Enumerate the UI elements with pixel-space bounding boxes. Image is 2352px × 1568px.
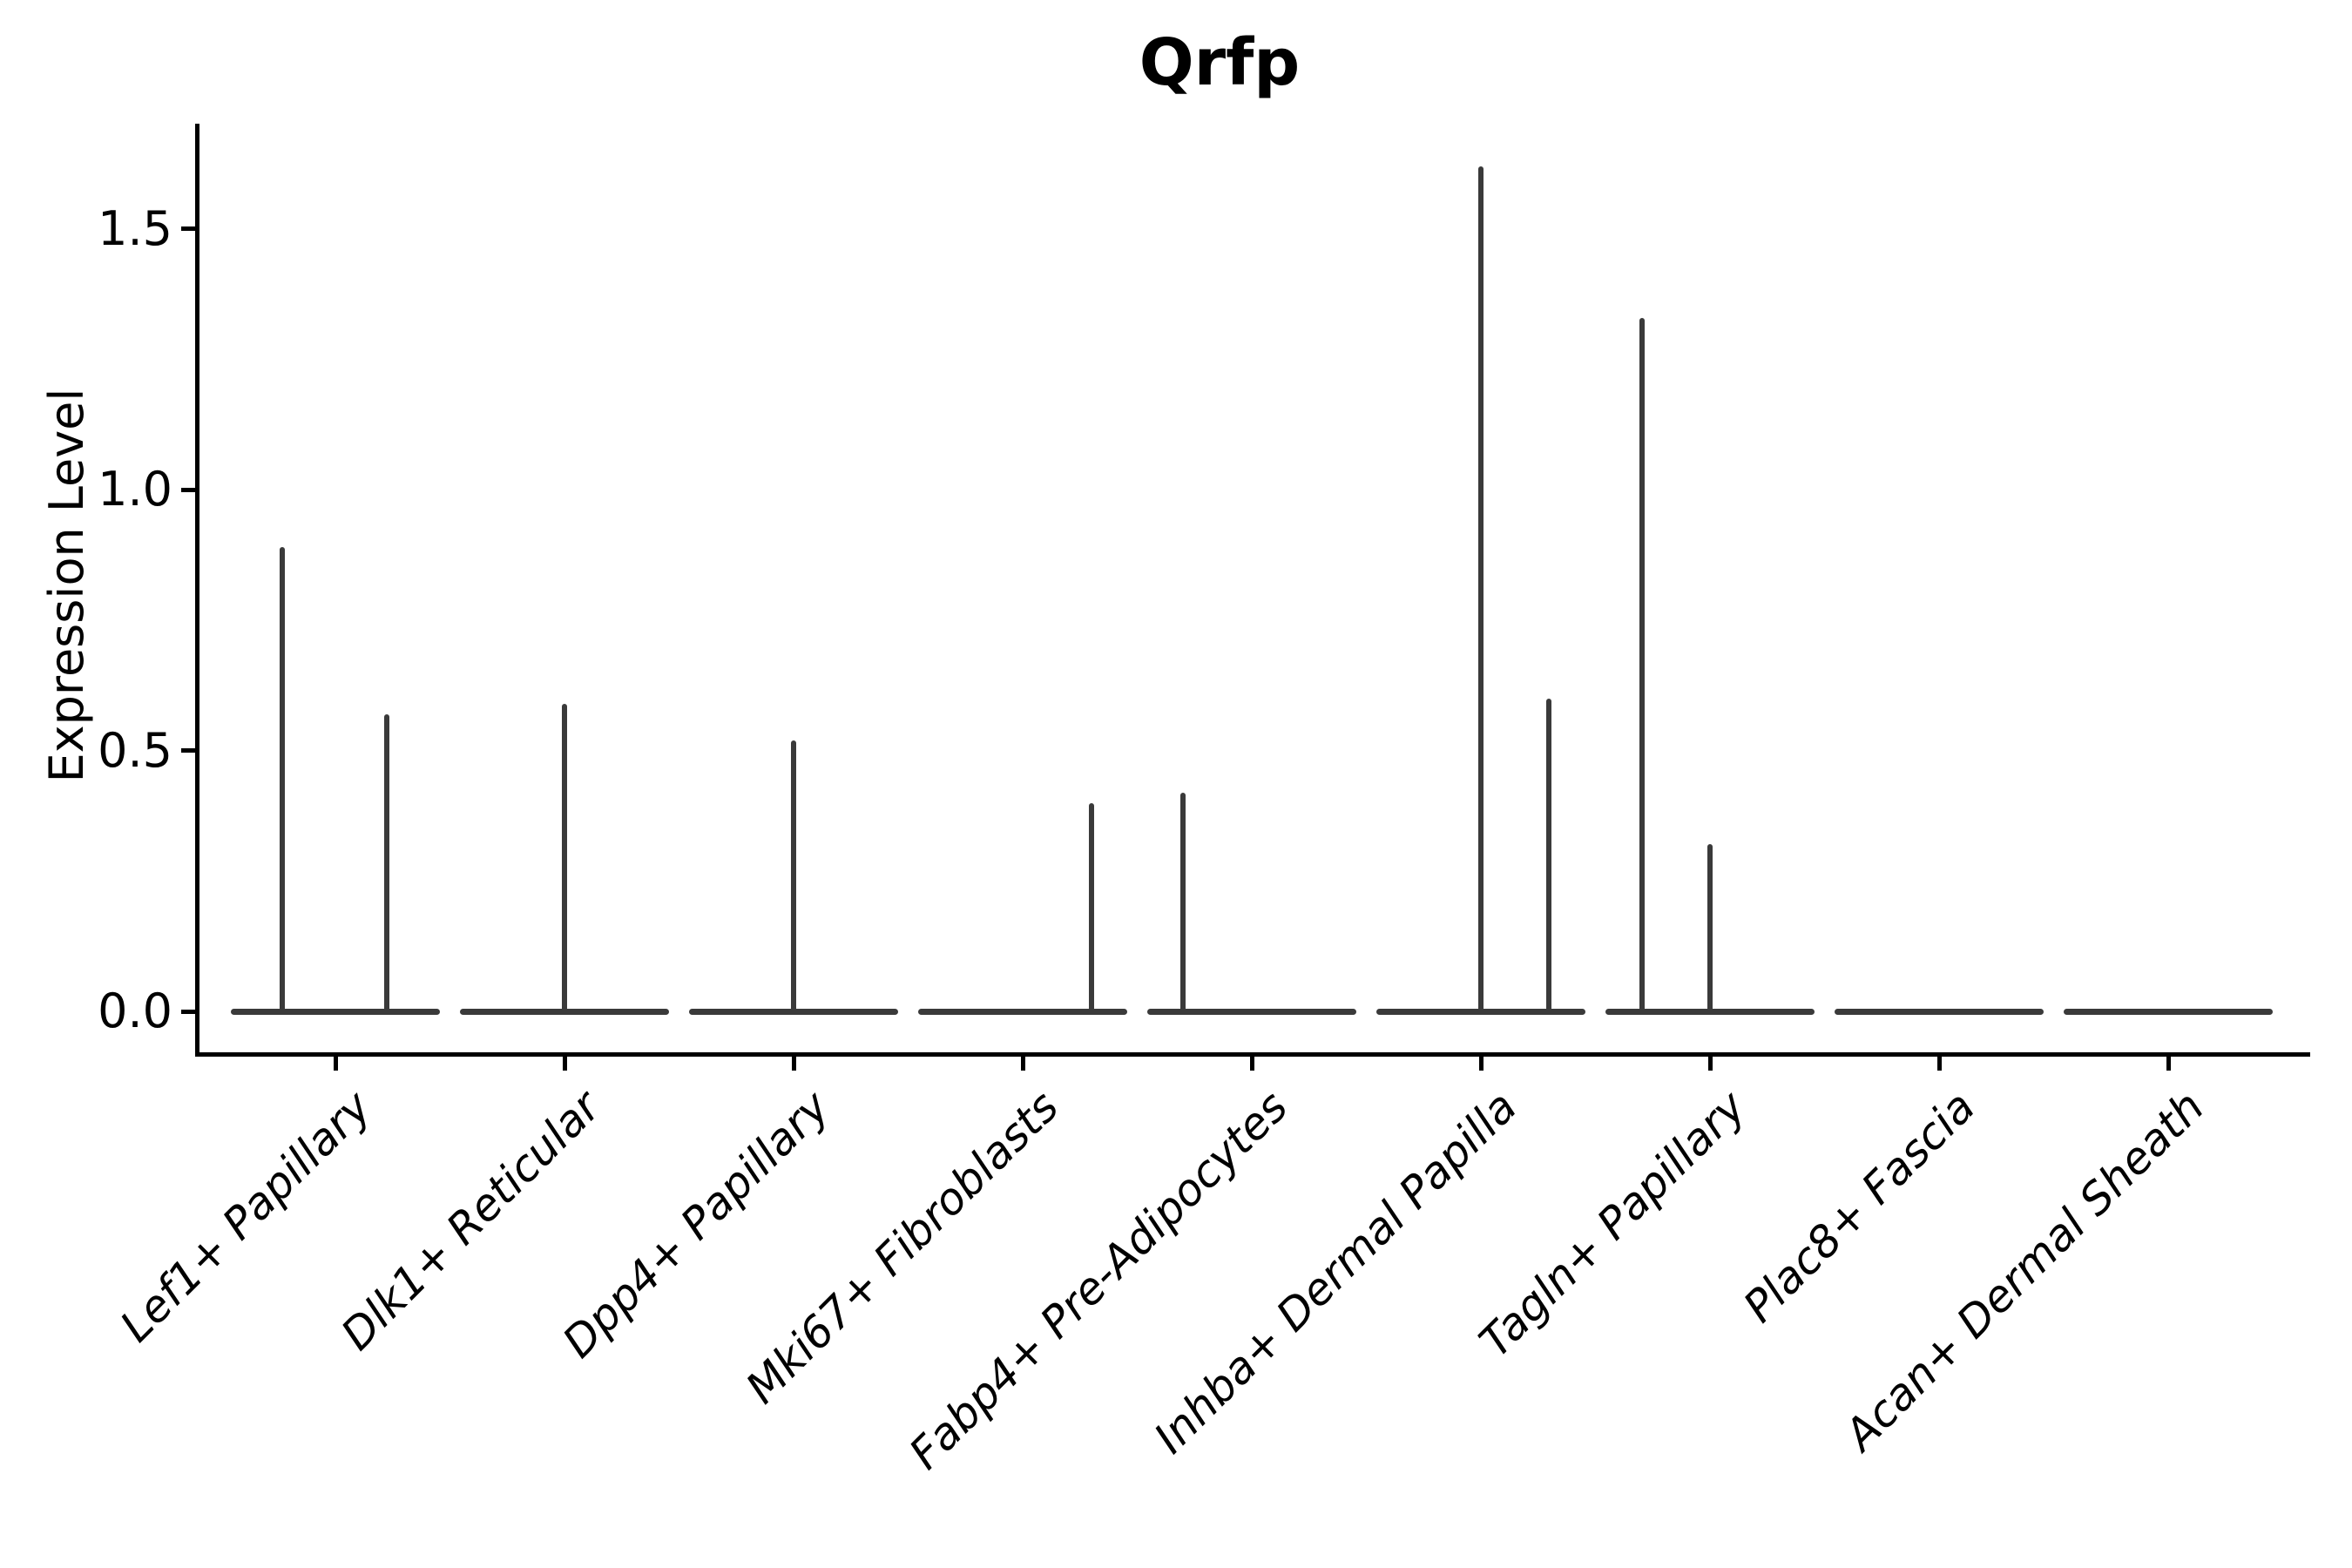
x-tick-label: Lef1+ Papillary xyxy=(111,1081,382,1352)
x-tick-label: Inhba+ Dermal Papilla xyxy=(1144,1081,1527,1463)
chart-title: Qrfp xyxy=(1139,25,1301,100)
violin-baseline xyxy=(1147,1008,1356,1015)
violin-baseline xyxy=(231,1008,440,1015)
x-tick xyxy=(1020,1057,1025,1071)
violin-spike xyxy=(280,547,285,1015)
x-tick-label: Dpp4+ Papillary xyxy=(552,1081,840,1368)
y-tick xyxy=(181,748,195,754)
x-tick xyxy=(791,1057,796,1071)
x-tick-label: Dlk1+ Reticular xyxy=(331,1081,611,1361)
x-tick-label: Fabp4+ Pre-Adipocytes xyxy=(899,1081,1298,1479)
x-tick xyxy=(333,1057,338,1071)
violin-baseline xyxy=(918,1008,1127,1015)
violin-spike xyxy=(791,740,796,1015)
y-tick-label: 0.5 xyxy=(98,722,172,778)
violin-spike xyxy=(384,713,389,1015)
y-tick-label: 1.0 xyxy=(98,462,172,517)
violin-spike xyxy=(1478,166,1484,1015)
x-tick-label: Mki67+ Fibroblasts xyxy=(736,1081,1069,1414)
x-tick xyxy=(562,1057,567,1071)
y-tick-label: 0.0 xyxy=(98,983,172,1038)
x-tick xyxy=(1707,1057,1713,1071)
violin-baseline xyxy=(1835,1008,2044,1015)
y-tick xyxy=(181,226,195,232)
x-tick-label: Tagln+ Papillary xyxy=(1470,1081,1756,1368)
violin-spike xyxy=(1639,317,1645,1015)
violin-spike xyxy=(1180,792,1186,1015)
violin-baseline xyxy=(2064,1008,2273,1015)
y-tick xyxy=(181,1009,195,1014)
x-tick-label: Acan+ Dermal Sheath xyxy=(1835,1081,2214,1461)
x-tick-label: Plac8+ Fascia xyxy=(1734,1081,1985,1333)
y-axis-label: Expression Level xyxy=(39,388,94,783)
x-tick xyxy=(1249,1057,1254,1071)
y-axis-line xyxy=(195,124,199,1057)
violin-spike xyxy=(1707,844,1713,1015)
violin-spike xyxy=(562,703,567,1015)
violin-spike xyxy=(1546,698,1551,1015)
x-axis-line xyxy=(195,1052,2310,1057)
x-tick xyxy=(2166,1057,2171,1071)
y-tick xyxy=(181,487,195,492)
violin-spike xyxy=(1089,802,1094,1015)
x-tick xyxy=(1936,1057,1942,1071)
x-tick xyxy=(1478,1057,1484,1071)
y-tick-label: 1.5 xyxy=(98,200,172,256)
